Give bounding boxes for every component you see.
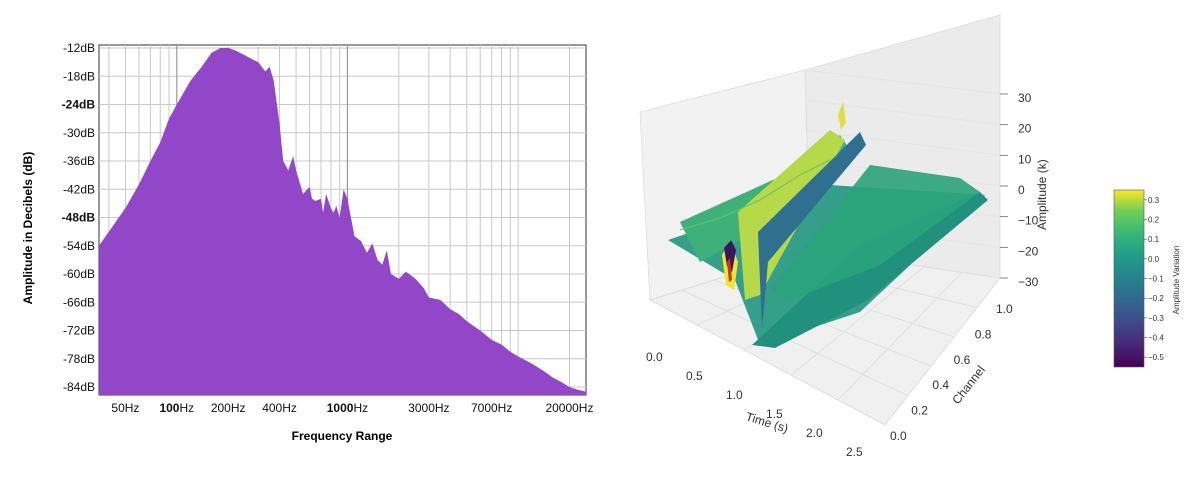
surface-mesh: [668, 102, 988, 348]
spectrum-x-tick-label: 20000Hz: [545, 401, 593, 415]
surface-z-tick-label: 20: [1018, 122, 1032, 136]
surface-x-tick-label: 1.0: [726, 388, 743, 402]
spectrum-x-tick-label: 100Hz: [159, 401, 194, 415]
spectrum-x-tick-label: 200Hz: [211, 401, 246, 415]
surface-spike-dark: [724, 240, 736, 272]
surface-x-tick-label: 1.5: [766, 407, 783, 421]
colorbar-tick-label: −0.2: [1148, 294, 1164, 303]
spectrum-x-tick-label: 7000Hz: [471, 401, 512, 415]
spectrum-y-tick-label: -12dB: [63, 41, 95, 55]
colorbar-tick-label: −0.5: [1148, 353, 1164, 362]
surface-y-tick-label: 0.2: [911, 404, 928, 418]
surface-spike-red: [727, 258, 732, 282]
surface-y-tick-label: 0.4: [932, 378, 949, 392]
surface-x-tick-labels: 0.0 0.5 1.0 1.5 2.0 2.5: [646, 350, 863, 459]
surface-strip-mid: [770, 165, 980, 300]
surface-y-tick-label: 0.8: [975, 327, 992, 341]
surface-z-tick-label: 10: [1018, 152, 1032, 166]
spectrum-area: [99, 48, 586, 395]
spectrum-y-tick-label: -84dB: [63, 380, 95, 394]
surface-z-tick-label: 30: [1018, 91, 1032, 105]
spectrum-x-axis-title: Frequency Range: [292, 429, 393, 443]
spectrum-x-tick-label: 400Hz: [262, 401, 297, 415]
colorbar-tick-label: −0.1: [1148, 275, 1164, 284]
surface-z-tick-label: −30: [1018, 275, 1039, 289]
spectrum-x-tick-label: 3000Hz: [408, 401, 449, 415]
surface-y-tick-label: 0.6: [954, 353, 971, 367]
spectrum-y-tick-labels: -12dB -18dB -24dB -30dB -36dB -42dB -48dB -54dB…: [62, 41, 96, 394]
surface-y-tick-labels: 0.0 0.2 0.4 0.6 0.8 1.0: [890, 302, 1013, 443]
surface-floor-gridline: [649, 299, 886, 426]
colorbar-tick-label: 0.1: [1148, 235, 1160, 244]
spectrum-y-tick-label: -36dB: [63, 154, 95, 168]
spectrum-y-tick-label: -72dB: [63, 324, 95, 338]
surface-y-tick-label: 1.0: [996, 302, 1013, 316]
surface-floor-gridline: [837, 272, 963, 401]
colorbar-title: Amplitude Variation: [1172, 246, 1181, 315]
surface-wall-gridline: [804, 69, 1001, 95]
surface-strip-blue: [758, 132, 866, 330]
spectrum-y-tick-label: -60dB: [63, 267, 95, 281]
surface-strip-front: [752, 192, 988, 348]
spectrum-y-tick-label: -66dB: [63, 295, 95, 309]
spectrum-y-tick-label: -78dB: [63, 352, 95, 366]
surface-floor-gridline: [884, 277, 1001, 426]
surface-z-tick-label: −20: [1018, 244, 1039, 258]
colorbar-tick-label: −0.3: [1148, 314, 1164, 323]
colorbar-tick-label: −0.4: [1148, 334, 1164, 343]
surface-z-tick-labels: 30 20 10 0 −10 −20 −30: [1018, 91, 1039, 289]
surface-z-axis-title: Amplitude (k): [1035, 159, 1049, 230]
surface-z-tick-label: 0: [1018, 183, 1025, 197]
spectrum-x-tick-label: 50Hz: [111, 401, 139, 415]
spectrum-y-tick-label: -24dB: [62, 98, 96, 112]
surface-ridge-lines: [679, 159, 831, 231]
spectrum-chart: -12dB -18dB -24dB -30dB -36dB -42dB -48dB -54dB…: [21, 41, 593, 443]
spectrum-y-axis-title: Amplitude in Decibels (dB): [21, 152, 35, 305]
colorbar-tick-labels: 0.3 0.2 0.1 0.0 −0.1 −0.2 −0.3 −0.4 −0.5: [1144, 196, 1164, 362]
spectrum-x-tick-label: 1000Hz: [327, 401, 368, 415]
surface-3d-chart: 0.0 0.5 1.0 1.5 2.0 2.5 0.0 0.2 0.4 0.6 0.8 1.0 30…: [639, 14, 1049, 459]
surface-floor-gridline: [790, 266, 925, 376]
spectrum-y-tick-label: -30dB: [63, 126, 95, 140]
surface-y-axis-title: Channel: [949, 363, 988, 407]
spectrum-y-tick-label: -42dB: [63, 182, 95, 196]
colorbar: 0.3 0.2 0.1 0.0 −0.1 −0.2 −0.3 −0.4 −0.5 Amplitu…: [1113, 189, 1181, 368]
surface-wall-gridline: [804, 99, 1001, 126]
surface-z-tick-label: −10: [1018, 214, 1039, 228]
surface-spike-top: [838, 102, 846, 130]
colorbar-tick-label: 0.2: [1148, 216, 1160, 225]
surface-x-tick-label: 2.0: [806, 426, 823, 440]
surface-x-tick-label: 2.5: [846, 445, 863, 459]
spectrum-y-tick-label: -48dB: [62, 211, 96, 225]
spectrum-y-tick-label: -18dB: [63, 69, 95, 83]
spectrum-x-tick-labels: 50Hz 100Hz 200Hz 400Hz 1000Hz 3000Hz 7000Hz 200…: [111, 401, 593, 415]
colorbar-tick-label: 0.3: [1148, 196, 1160, 205]
surface-x-tick-label: 0.5: [686, 369, 703, 383]
spectrum-y-tick-label: -54dB: [63, 239, 95, 253]
surface-wall-gridline: [804, 129, 1001, 156]
surface-x-tick-label: 0.0: [646, 350, 663, 364]
surface-y-tick-label: 0.0: [890, 429, 907, 443]
colorbar-tick-label: 0.0: [1148, 255, 1160, 264]
surface-floor-gridline: [681, 289, 909, 396]
colorbar-gradient: [1113, 189, 1145, 368]
